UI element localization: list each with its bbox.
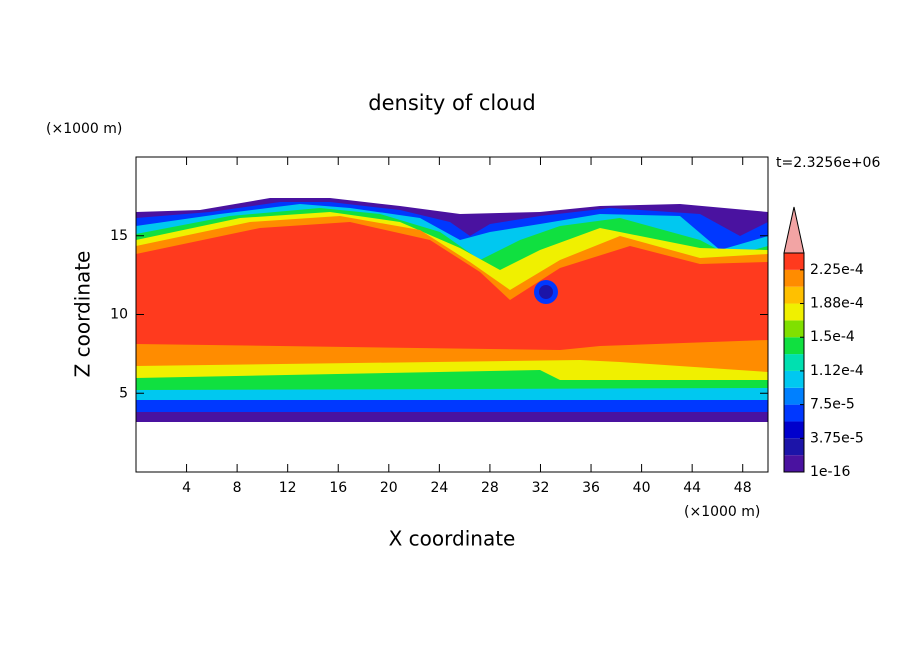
chart-title: density of cloud [368, 91, 535, 115]
x-tick-label: 4 [182, 480, 191, 496]
y-tick-label: 5 [119, 385, 128, 401]
y-unit: (×1000 m) [46, 121, 122, 137]
colorbar-segment [784, 253, 804, 270]
x-tick-label: 36 [582, 480, 600, 496]
colorbar-tick-label: 1.12e-4 [810, 363, 864, 379]
x-axis-label: X coordinate [389, 527, 516, 551]
colorbar-segment [784, 303, 804, 321]
x-tick-label: 44 [683, 480, 701, 496]
colorbar-tick-label: 1.88e-4 [810, 296, 864, 312]
x-tick-label: 12 [279, 480, 297, 496]
colorbar-segment [784, 337, 804, 355]
colorbar-segment [784, 438, 804, 456]
x-tick-label: 24 [430, 480, 448, 496]
y-tick-label: 10 [110, 307, 128, 323]
colorbar-tick-label: 7.5e-5 [810, 397, 855, 413]
colorbar-tick-label: 1e-16 [810, 464, 850, 480]
colorbar-extend [783, 206, 805, 254]
colorbar-segment [784, 455, 804, 472]
colorbar-segment [784, 387, 804, 405]
colorbar-segment [784, 354, 804, 371]
colorbar-segment [784, 320, 804, 338]
x-tick-label: 20 [380, 480, 398, 496]
contour-field [136, 198, 768, 422]
colorbar-segment [784, 404, 804, 422]
time-annotation: t=2.3256e+06 [776, 155, 880, 171]
colorbar-tick-label: 3.75e-5 [810, 430, 864, 446]
x-tick-label: 48 [734, 480, 752, 496]
x-tick-label: 28 [481, 480, 499, 496]
colorbar-tick-label: 1.5e-4 [810, 329, 855, 345]
colorbar-segment [784, 421, 804, 439]
x-tick-label: 32 [532, 480, 550, 496]
x-tick-label: 8 [233, 480, 242, 496]
y-tick-label: 15 [110, 228, 128, 244]
x-tick-label: 16 [329, 480, 347, 496]
colorbar-segment [784, 286, 804, 304]
colorbar-segment [784, 370, 804, 388]
x-unit: (×1000 m) [684, 504, 760, 520]
colorbar-frame [783, 252, 805, 473]
x-tick-label: 40 [633, 480, 651, 496]
y-axis-label: Z coordinate [71, 251, 95, 378]
colorbar-tick-label: 2.25e-4 [810, 262, 864, 278]
colorbar-segment [784, 269, 804, 287]
